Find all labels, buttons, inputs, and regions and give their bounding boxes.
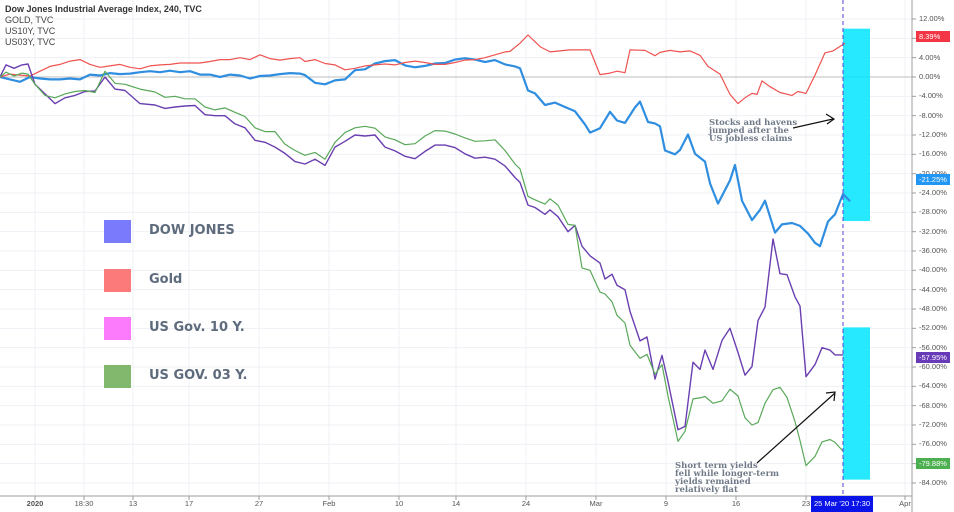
legend-label: US Gov. 10 Y. xyxy=(149,320,245,335)
last-value-badge-dow: -21.25% xyxy=(916,174,950,186)
price-axis-label: -36.00% xyxy=(919,246,947,255)
price-axis-label: -12.00% xyxy=(919,130,947,139)
price-axis-label: -68.00% xyxy=(919,400,947,410)
price-axis-label: -48.00% xyxy=(919,304,947,313)
time-axis-label: Mar xyxy=(589,499,603,508)
price-axis-label: -72.00% xyxy=(919,420,947,429)
annotation-short-term-yields: Short term yields fell while longer-term… xyxy=(675,461,780,495)
time-axis-label: 27 xyxy=(254,499,264,508)
price-axis-label: 4.00% xyxy=(919,52,941,62)
legend-swatch-us10y xyxy=(104,317,131,340)
price-axis-label: -24.00% xyxy=(919,188,947,197)
price-axis-label: -4.00% xyxy=(919,91,943,101)
price-axis-ticks xyxy=(912,18,916,484)
time-axis-label: 16 xyxy=(731,499,741,508)
price-axis-label: -40.00% xyxy=(919,265,947,275)
annotation-stocks-jumped: Stocks and havens jumped after the US jo… xyxy=(709,118,798,144)
time-axis-label: Apr xyxy=(899,499,911,508)
series-line-gold xyxy=(0,34,846,105)
time-axis-label: 13 xyxy=(128,499,138,508)
time-axis-label: 10 xyxy=(394,499,404,508)
price-axis-label: -20.00% xyxy=(919,168,947,178)
compare-symbol-us10y: US10Y, TVC xyxy=(5,26,56,36)
price-axis-label: -28.00% xyxy=(919,207,947,217)
compare-symbol-gold: GOLD, TVC xyxy=(5,15,54,25)
last-value-badge-gold: 8.39% xyxy=(916,30,950,42)
series-lines xyxy=(0,34,851,467)
legend-label: DOW JONES xyxy=(149,223,235,238)
price-axis-label: -60.00% xyxy=(919,362,947,371)
price-axis-label: -76.00% xyxy=(919,439,947,449)
price-axis-label: -56.00% xyxy=(919,342,947,352)
legend-swatch-dow xyxy=(104,220,131,243)
arrow-bottom-icon xyxy=(756,391,836,464)
legend-item-gold: Gold xyxy=(104,269,404,293)
time-axis-label: 17 xyxy=(184,499,194,508)
time-axis-label: Feb xyxy=(322,499,336,508)
time-axis-ticks xyxy=(34,496,906,500)
legend-label: Gold xyxy=(149,272,183,287)
legend-item-us03y: US GOV. 03 Y. xyxy=(104,365,404,389)
time-axis-label: 23 xyxy=(801,499,811,508)
chart-header: Dow Jones Industrial Average Index, 240,… xyxy=(5,4,202,48)
main-symbol-title: Dow Jones Industrial Average Index, 240,… xyxy=(5,4,202,14)
series-line-us-gov-10-y- xyxy=(0,63,843,431)
price-axis-label: 0.00% xyxy=(919,72,941,81)
legend-item-us10y: US Gov. 10 Y. xyxy=(104,317,404,341)
highlight-boxes xyxy=(843,28,870,480)
price-axis-label: -52.00% xyxy=(919,323,947,333)
legend-swatch-us03y xyxy=(104,365,131,388)
time-axis-label: 24 xyxy=(521,499,531,508)
time-axis-label: 9 xyxy=(663,499,669,508)
time-axis-label: 14 xyxy=(451,499,461,508)
legend-label: US GOV. 03 Y. xyxy=(149,368,248,383)
time-axis-label: 18:30 xyxy=(74,499,94,508)
series-line-dow-jones xyxy=(0,57,851,248)
price-axis-label: -44.00% xyxy=(919,284,947,294)
legend-item-dow-jones: DOW JONES xyxy=(104,220,404,244)
last-value-badge-us03y: -79.88% xyxy=(916,457,950,469)
price-axis-label: -64.00% xyxy=(919,381,947,391)
legend-swatch-gold xyxy=(104,269,131,292)
price-axis-label: -8.00% xyxy=(919,110,943,120)
grid-lines xyxy=(0,0,912,496)
time-axis-label: 2020 xyxy=(26,499,44,508)
compare-symbol-us03y: US03Y, TVC xyxy=(5,37,56,47)
last-value-badge-us10y: -57.95% xyxy=(916,351,950,363)
arrow-top-icon xyxy=(792,113,836,129)
series-line-us-gov-03-y- xyxy=(0,70,844,467)
price-axis-label: -32.00% xyxy=(919,226,947,236)
price-axis-label: 12.00% xyxy=(919,14,945,23)
price-axis-label: -16.00% xyxy=(919,149,947,159)
crosshair-time-label: 25 Mar '20 17:30 xyxy=(811,496,873,512)
price-axis-label: -84.00% xyxy=(919,478,947,487)
